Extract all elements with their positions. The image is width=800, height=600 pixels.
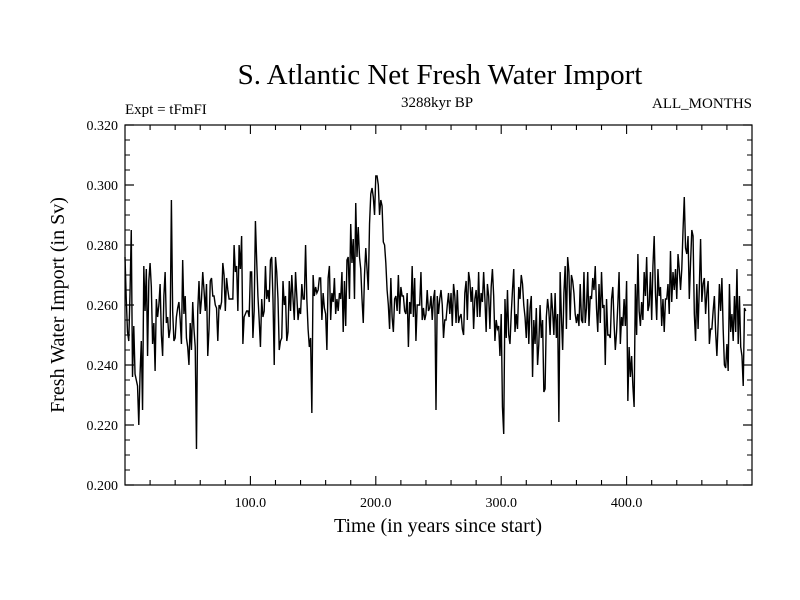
y-axis-label: Fresh Water Import (in Sv) [47, 197, 69, 413]
y-tick-label: 0.220 [87, 419, 119, 434]
x-axis: 100.0 200.0 300.0 400.0 [149, 125, 728, 511]
y-tick-label: 0.320 [87, 119, 119, 134]
chart-title: S. Atlantic Net Fresh Water Import [238, 59, 643, 91]
y-tick-label: 0.200 [87, 479, 119, 494]
experiment-label: Expt = tFmFI [125, 102, 207, 118]
y-tick-label: 0.300 [87, 179, 119, 194]
x-tick-label: 100.0 [235, 496, 267, 511]
series-line [124, 175, 747, 450]
x-tick-label: 300.0 [485, 496, 517, 511]
x-axis-label: Time (in years since start) [334, 515, 542, 537]
y-tick-label: 0.240 [87, 359, 119, 374]
plot-frame [124, 124, 753, 486]
y-tick-label: 0.280 [87, 239, 119, 254]
y-axis: 0.200 0.220 0.240 0.260 0.280 0.300 0.320 [87, 119, 752, 494]
months-label: ALL_MONTHS [652, 96, 752, 112]
chart-subtitle: 3288kyr BP [401, 95, 473, 111]
y-tick-label: 0.260 [87, 299, 119, 314]
x-tick-label: 400.0 [611, 496, 643, 511]
x-tick-label: 200.0 [360, 496, 392, 511]
